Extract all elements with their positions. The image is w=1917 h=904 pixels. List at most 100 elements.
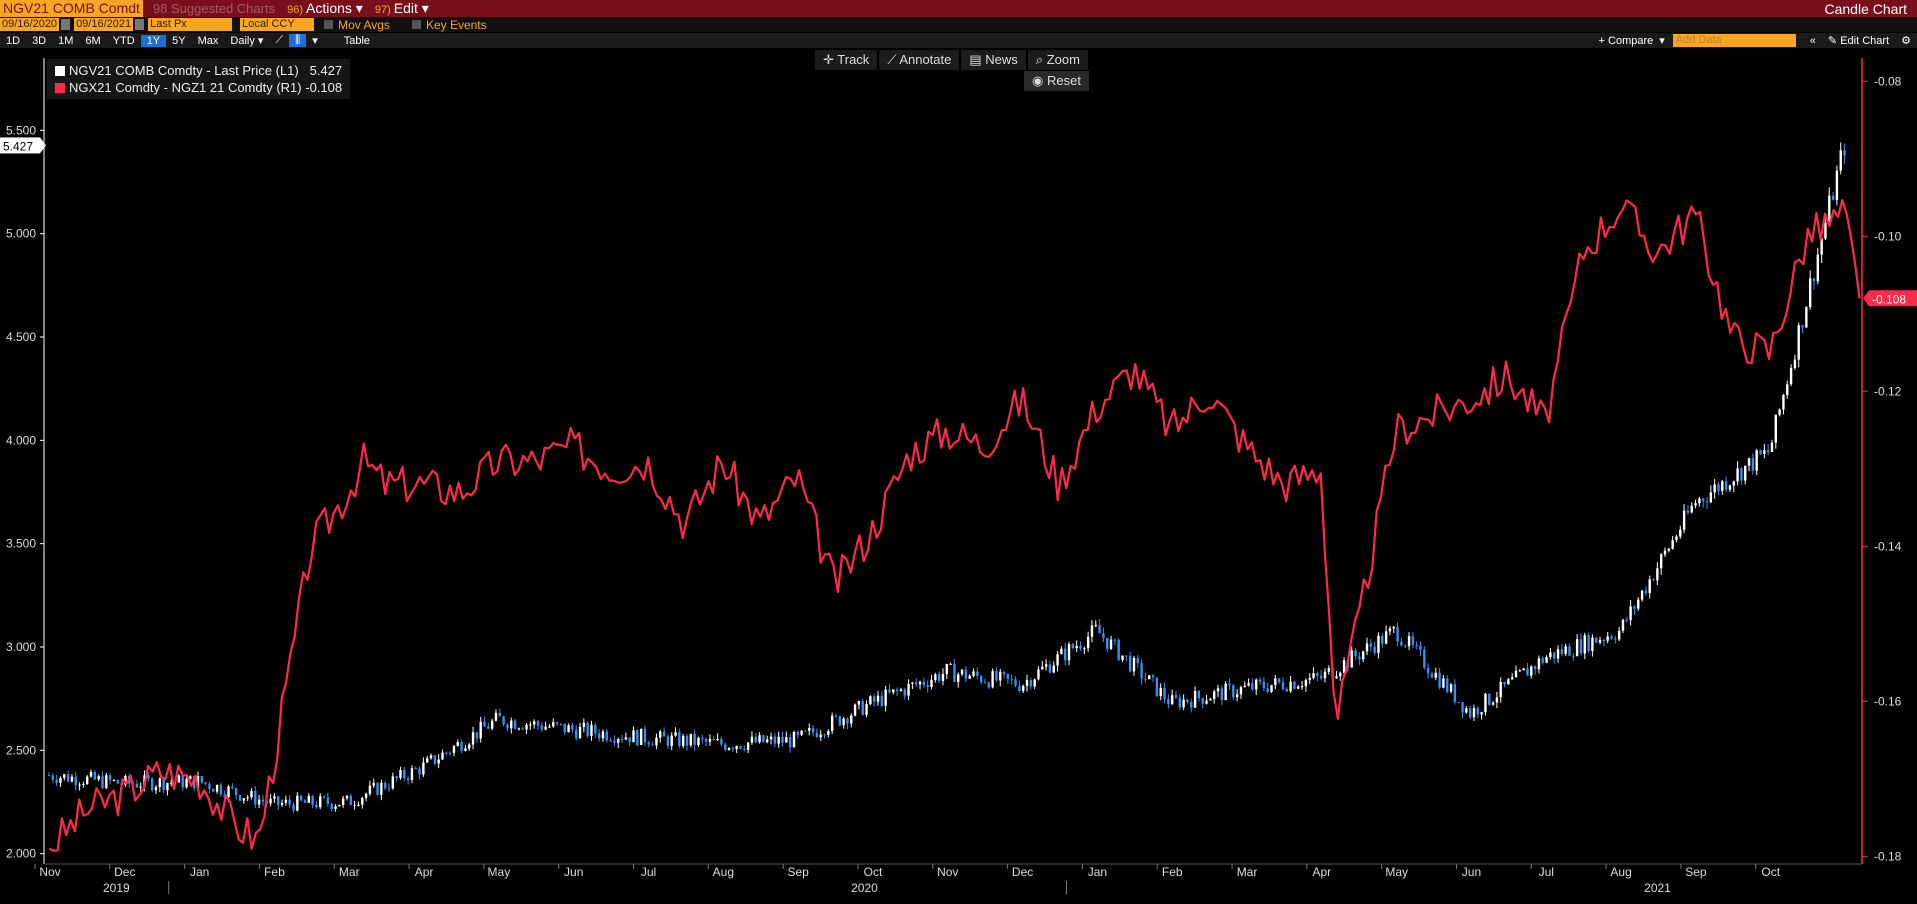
candle-body xyxy=(632,730,635,743)
candle-body xyxy=(964,669,968,679)
legend-item-left[interactable]: NGV21 COMB Comdty - Last Price (L1) 5.42… xyxy=(55,62,342,79)
suggested-charts-menu[interactable]: 98 Suggested Charts xyxy=(152,1,276,16)
x-tick-label: Feb xyxy=(1162,865,1183,879)
legend-item-right[interactable]: NGX21 Comdty - NGZ1 21 Comdty (R1) -0.10… xyxy=(55,79,342,96)
period-6m[interactable]: 6M xyxy=(85,34,101,47)
candle-body xyxy=(1637,599,1640,609)
period-1d[interactable]: 1D xyxy=(6,34,21,47)
candle-body xyxy=(590,724,593,736)
candle-body xyxy=(1060,648,1063,655)
candle-body xyxy=(1530,666,1533,676)
candle-body xyxy=(1575,639,1579,657)
end-date-field[interactable]: 09/16/2021 xyxy=(74,18,134,31)
candle-body xyxy=(406,778,410,781)
candle-body xyxy=(850,715,853,724)
candle-body xyxy=(1178,697,1182,708)
candle-body xyxy=(1465,708,1468,713)
candle-body xyxy=(1828,195,1831,223)
compare-dropdown-icon[interactable]: ▾ xyxy=(1659,35,1665,47)
period-5y[interactable]: 5Y xyxy=(172,34,186,47)
period-1m[interactable]: 1M xyxy=(58,34,74,47)
reset-button[interactable]: ◉ Reset xyxy=(1024,71,1089,91)
table-button[interactable]: Table xyxy=(343,34,371,47)
candle-body xyxy=(601,731,605,739)
candle-body xyxy=(1549,652,1552,658)
actions-menu[interactable]: 96) Actions ▾ xyxy=(287,0,363,16)
frequency-selector[interactable]: Daily ▾ xyxy=(230,35,264,47)
candle-body xyxy=(231,786,234,789)
x-tick-label: Apr xyxy=(415,865,434,879)
start-date-field[interactable]: 09/16/2020 xyxy=(0,18,60,31)
candle-body xyxy=(250,790,253,798)
candle-body xyxy=(1610,636,1613,639)
candle-body xyxy=(1705,501,1709,503)
settings-icon[interactable]: ⚙ xyxy=(1901,35,1911,47)
ticker-field[interactable]: NGV21 COMB Comdt xyxy=(0,0,143,17)
candle-body xyxy=(1755,450,1758,471)
candle-body xyxy=(1759,450,1762,454)
x-tick-label: May xyxy=(1385,865,1408,879)
candle-body xyxy=(181,775,184,788)
x-tick-label: Oct xyxy=(864,865,883,879)
candle-body xyxy=(1545,657,1548,663)
period-1y[interactable]: 1Y xyxy=(140,34,167,47)
candle-body xyxy=(1002,671,1006,674)
candle-body xyxy=(1381,635,1384,644)
candle-body xyxy=(1006,673,1010,679)
chart-options-dropdown[interactable]: ▾ xyxy=(312,35,318,47)
candle-body xyxy=(1652,579,1655,581)
calendar-icon[interactable] xyxy=(61,19,71,30)
candle-body xyxy=(1533,666,1537,670)
line-chart-icon[interactable]: ⟋ xyxy=(275,34,284,46)
y-right-tick-label: -0.08 xyxy=(1874,74,1902,88)
candle-body xyxy=(571,725,574,730)
candle-body xyxy=(666,736,670,746)
candle-body xyxy=(1067,644,1071,661)
calendar-icon[interactable] xyxy=(135,19,145,30)
candle-body xyxy=(147,775,150,779)
candle-body xyxy=(1075,646,1078,649)
period-max[interactable]: Max xyxy=(197,34,219,47)
period-3d[interactable]: 3D xyxy=(32,34,47,47)
candle-body xyxy=(1083,648,1086,650)
candle-body xyxy=(189,776,192,780)
field-selector[interactable]: Last Px xyxy=(148,18,233,31)
candle-body xyxy=(1438,672,1441,688)
period-ytd[interactable]: YTD xyxy=(112,34,135,47)
candle-body xyxy=(1289,681,1292,692)
candle-series xyxy=(47,142,1846,814)
last-spread-flag-label: -0.108 xyxy=(1872,292,1906,306)
candle-body xyxy=(979,676,983,683)
annotate-button[interactable]: ⟋ Annotate xyxy=(879,50,960,70)
currency-selector[interactable]: Local CCY xyxy=(240,18,315,31)
key-events-checkbox[interactable] xyxy=(411,20,421,29)
compare-button[interactable]: + Compare xyxy=(1598,34,1654,47)
zoom-button[interactable]: ⌕ Zoom xyxy=(1027,50,1088,70)
mov-avgs-checkbox[interactable] xyxy=(324,20,334,29)
candle-body xyxy=(471,732,475,745)
edit-menu[interactable]: 97) Edit ▾ xyxy=(374,0,429,16)
candle-body xyxy=(1835,170,1839,200)
candle-body xyxy=(1640,590,1644,600)
candle-body xyxy=(796,731,799,735)
candle-body xyxy=(1698,498,1701,504)
y-right-tick-label: -0.16 xyxy=(1874,694,1902,708)
collapse-icon[interactable]: « xyxy=(1809,34,1816,47)
legend-swatch xyxy=(55,66,65,76)
candle-body xyxy=(315,804,318,808)
candle-body xyxy=(311,795,314,805)
candle-body xyxy=(1843,150,1846,156)
candle-body xyxy=(1526,668,1529,676)
candle-body xyxy=(1633,606,1636,609)
candle-body xyxy=(1358,656,1361,660)
track-button[interactable]: ✛ Track xyxy=(815,50,878,70)
candle-chart-icon[interactable]: ⫼ xyxy=(289,34,307,47)
add-data-input[interactable]: Add Data xyxy=(1672,34,1796,47)
candle-body xyxy=(1308,677,1311,680)
candle-body xyxy=(364,793,368,798)
news-button[interactable]: ▤ News xyxy=(961,50,1026,70)
x-tick-label: Sep xyxy=(1685,865,1707,879)
candle-body xyxy=(284,799,288,803)
edit-chart-button[interactable]: ✎ Edit Chart xyxy=(1827,35,1890,47)
